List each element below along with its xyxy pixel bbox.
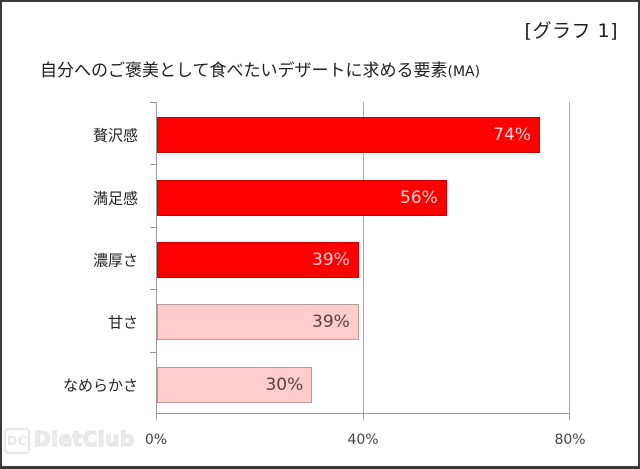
x-axis: [156, 413, 570, 414]
x-tick: [156, 414, 157, 420]
bar-3: 39%: [157, 242, 359, 278]
bar-value-label: 74%: [493, 125, 531, 146]
chart-title-text: 自分へのご褒美として食べたいデザートに求める要素: [40, 61, 448, 81]
bar-5: 30%: [157, 366, 313, 403]
watermark: DC DietClub: [4, 427, 135, 454]
bar-1: 74%: [157, 117, 540, 154]
plot-area: 74% 56% 39% 39% 30%: [150, 102, 570, 420]
graph-number-label: [グラフ 1]: [524, 20, 618, 42]
chart-title: 自分へのご褒美として食べたいデザートに求める要素(MA): [40, 56, 480, 81]
category-label: 満足感: [92, 189, 138, 208]
y-tick: [150, 289, 156, 290]
bar-value-label: 39%: [312, 250, 350, 270]
y-tick: [150, 352, 156, 353]
bar-value-label: 30%: [265, 374, 304, 395]
bar-value-label: 56%: [400, 187, 438, 208]
x-tick: [569, 414, 570, 420]
gridline-80: [569, 102, 570, 414]
watermark-text: DietClub: [34, 427, 135, 452]
category-label: 贅沢感: [92, 126, 138, 145]
x-tick-label-80: 80%: [554, 432, 586, 448]
x-tick: [363, 414, 364, 420]
x-tick-label-0: 0%: [144, 432, 168, 448]
category-label: 濃厚さ: [92, 251, 138, 270]
y-tick: [150, 102, 156, 103]
bar-4: 39%: [157, 304, 359, 341]
y-axis: [156, 102, 157, 414]
category-label: 甘さ: [107, 313, 138, 332]
bar-2: 56%: [157, 179, 447, 216]
bar-value-label: 39%: [312, 312, 350, 333]
gridline-40: [363, 102, 364, 414]
y-tick: [150, 227, 156, 228]
chart-title-suffix: (MA): [447, 64, 481, 80]
category-label: なめらかさ: [62, 376, 138, 395]
x-tick-label-40: 40%: [347, 432, 379, 448]
watermark-logo-icon: DC: [4, 427, 30, 454]
y-tick: [150, 164, 156, 165]
